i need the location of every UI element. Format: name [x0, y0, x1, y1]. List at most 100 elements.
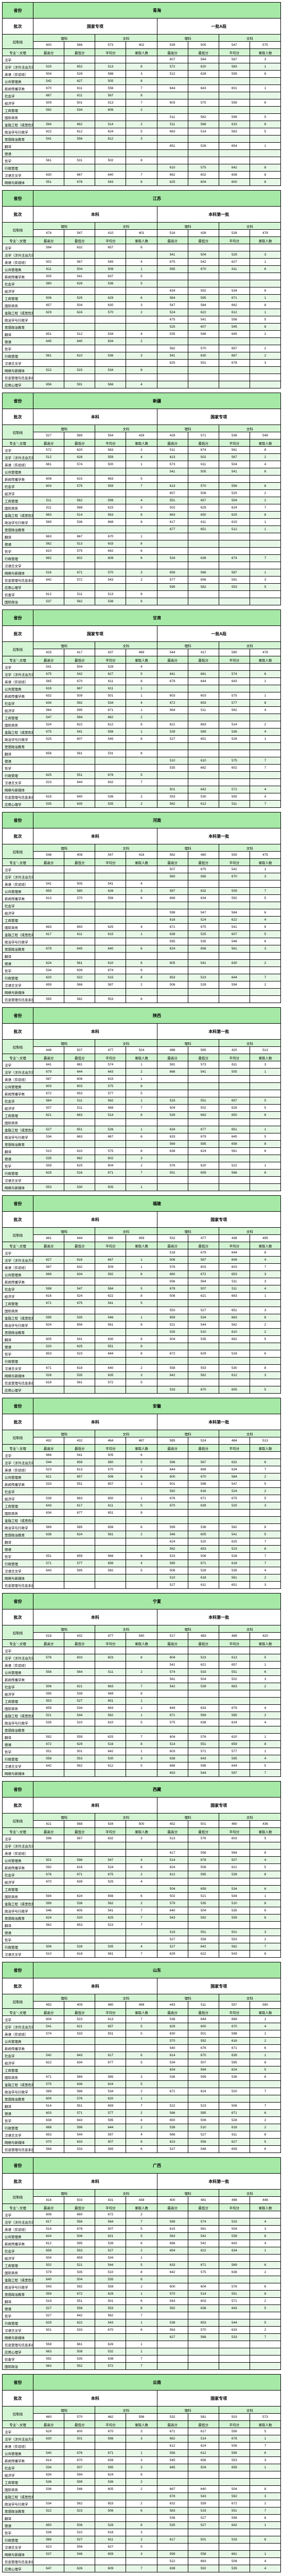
major-row: 工商管理50652562965845956711	[3, 295, 281, 302]
major-row: 翻译6565615318	[3, 750, 281, 757]
major-row: 公共管理类50159854745146785074	[3, 1857, 281, 1864]
major-row: 哲学55165956665235065287	[3, 1553, 281, 1560]
major-row: 政治学与行政学62261262456635145635	[3, 128, 281, 135]
major-row: 翻译5626535237	[3, 1922, 281, 1929]
major-row: 思想政治教育	[3, 1726, 281, 1734]
major-row: 国际商务53654660526676405048	[3, 2486, 281, 2493]
major-row: 法学（涉外法治方向）63050159836625146781	[3, 2435, 281, 2443]
score-table-安徽: 省份安徽批次本科本科第一批控制线理科文科理科文科4924324644875855…	[2, 1398, 281, 1589]
major-row: 翻译6636676701	[3, 533, 281, 540]
major-row: 德语5106105757	[3, 757, 281, 765]
major-row: 社会学65655352726546226341	[3, 2247, 281, 2255]
major-row: 信息管理与信息系统（法治信息管理方向）61864053625535305054	[3, 793, 281, 801]
major-row: 政治学与行政学54359255926006045766	[3, 2283, 281, 2291]
major-row: 政治学与行政学6755415565	[3, 316, 281, 324]
major-row: 网络与新媒体6535445977	[3, 1770, 281, 1777]
major-row: 翻译65151253445355466452	[3, 331, 281, 338]
major-row: 经济学5046595341	[3, 2255, 281, 2262]
major-row: 工商管理6345946245	[3, 2066, 281, 2074]
major-row: 新闻传播学类5055416375	[3, 273, 281, 280]
major-row: 思想政治教育6045766201	[3, 2095, 281, 2103]
major-row: 政治学与行政学53466366766336796455	[3, 1133, 281, 1141]
major-row: 政治学与行政学5955355466	[3, 938, 281, 945]
major-row: 法学57262058325116745618	[3, 447, 281, 454]
major-row: 法学（涉外法治方向）5605656703	[3, 873, 281, 880]
major-row: 汉语言文学65354459745665276118	[3, 2131, 281, 2139]
major-row: 国际商务6346776518	[3, 1510, 281, 1517]
major-row: 行政管理62962254315386535445	[3, 2319, 281, 2327]
major-row: 德语5625136338	[3, 540, 281, 548]
major-row: 法学（涉外法治方向）62761666715065876064	[3, 1257, 281, 1264]
score-table-云南: 省份云南批次本科国家专项控制线理科文科理科文科46057046259653258…	[2, 2374, 281, 2572]
major-row: 公共管理类65958062635676325097	[3, 888, 281, 895]
major-row: 新闻传播学类5406766716	[3, 2045, 281, 2052]
major-row: 金融工程（成思危现代金融菁英班）61761161516395256075	[3, 931, 281, 938]
major-row: 德语5356626023	[3, 1155, 281, 1162]
major-row: 新闻传播学类67061155676446436011	[3, 85, 281, 92]
score-table-甘肃: 省份甘肃批次国家专项一批A段控制线理科文科理科文科425417437469544…	[2, 609, 281, 808]
major-row: 行政管理62052251586535236447	[3, 974, 281, 981]
major-row: 金融工程（成思危现代金融菁英班）52154456216715695852	[3, 1712, 281, 1719]
major-row: 信息管理与信息系统（法治信息管理方向）64257254325776565913	[3, 577, 281, 584]
major-row: 英语（实验班）50452958835126285598	[3, 71, 281, 78]
major-row: 政治学与行政学56953666886176116151	[3, 519, 281, 526]
major-row: 法学（涉外法治方向）54162165756296006704	[3, 2023, 281, 2030]
major-row: 法学6066606722	[3, 2211, 281, 2218]
major-row: 社会学5806265365	[3, 280, 281, 287]
major-row: 德语6456406342	[3, 338, 281, 345]
major-row: 经济学6706395254	[3, 1878, 281, 1886]
major-row: 德语67262951685145516598	[3, 1741, 281, 1748]
major-row: 工商管理5535276511	[3, 1698, 281, 1705]
major-row: 经济学58459567115645115624	[3, 707, 281, 714]
major-row: 法学59656763235135766035	[3, 1835, 281, 1842]
major-row: 国际商务52462261266216635142	[3, 721, 281, 728]
major-row: 英语（实验班）50256754546755426271	[3, 259, 281, 266]
major-row: 汉语言文学64256261256685966445	[3, 1762, 281, 1770]
major-row: 信息管理与信息系统（法治信息管理方向）5955825536	[3, 996, 281, 1003]
major-row: 新闻传播学类63250950116036035751	[3, 692, 281, 700]
major-row: 金融工程（成思危现代金融菁英班）5756386245	[3, 2081, 281, 2088]
major-row: 社会学50662166375425396632	[3, 1683, 281, 1690]
major-row: 法学60452361375366446691	[3, 2016, 281, 2023]
major-row: 新闻传播学类6726535775	[3, 1090, 281, 1097]
major-row: 网络与新媒体51667157036595665871	[3, 569, 281, 577]
major-row: 公共管理类5426275058	[3, 78, 281, 85]
major-row: 信息管理与信息系统（法治信息管理方向）6185615725	[3, 1379, 281, 1386]
major-row: 社会学67667167526125955398	[3, 1871, 281, 1878]
major-row: 公共管理类61150450815656706116	[3, 266, 281, 273]
major-row: 法学5076755421	[3, 866, 281, 873]
major-row: 工商管理6165246224	[3, 917, 281, 924]
major-row: 思想政治教育55967262915705145518	[3, 2291, 281, 2298]
major-row: 国际商务65750463035475846628	[3, 302, 281, 309]
major-row: 信息管理与信息系统（法治信息管理方向）5226635084	[3, 2558, 281, 2565]
major-row: 金融工程（成思危现代金融菁英班）58466251425115686158	[3, 121, 281, 128]
major-row: 网络与新媒体5535305051	[3, 1184, 281, 1191]
major-row: 经济学50950151376035755596	[3, 99, 281, 107]
major-row: 行政管理57157765645856716187	[3, 1560, 281, 1567]
major-row: 行政管理50652853545276425627	[3, 1943, 281, 1951]
major-row: 经济学50751156875045026295	[3, 1105, 281, 1112]
major-row: 工商管理5046595346	[3, 1886, 281, 1893]
major-row: 信息管理与信息系统（法治信息管理方向）5276116513	[3, 1582, 281, 1589]
major-row: 法学5186796448	[3, 1249, 281, 1257]
major-row: 社会学5926165242	[3, 1488, 281, 1495]
major-row: 哲学55962560425766205221	[3, 1162, 281, 1170]
major-row: 网络与新媒体55167854386256046008	[3, 179, 281, 186]
score-table-山东: 省份山东批次本科国家专项控制线理科文科理科文科49240948049844351…	[2, 1962, 281, 2153]
major-row: 政治学与行政学62465656185215445622	[3, 1321, 281, 1329]
major-row: 社会学60357555976135705568	[3, 483, 281, 490]
major-row: 网络与新媒体5225155348	[3, 367, 281, 374]
major-row: 经济学6345946246	[3, 2471, 281, 2479]
score-table-宁夏: 省份宁夏批次本科本科第一批控制线理科文科理科文科5184324775405174…	[2, 1593, 281, 1777]
major-row: 哲学5625706572	[3, 345, 281, 352]
major-row: 侦查学5925356387	[3, 2355, 281, 2363]
major-row: 汉语言文学	[3, 562, 281, 569]
major-row: 公共管理类62450662155635425398	[3, 2233, 281, 2240]
score-table-陕西: 省份陕西批次本科本科第一批控制线理科文科理科文科4465074775244885…	[2, 1007, 281, 1191]
major-row: 工商管理62166351485396636506	[3, 1112, 281, 1119]
major-row: 新闻传播学类6066156635	[3, 476, 281, 483]
major-row: 思想政治教育5695856588	[3, 1141, 281, 1148]
major-row: 应用心理学6565915664	[3, 381, 281, 388]
major-row: 法学6075645673	[3, 56, 281, 63]
major-row: 国际政治5375625388	[3, 598, 281, 605]
